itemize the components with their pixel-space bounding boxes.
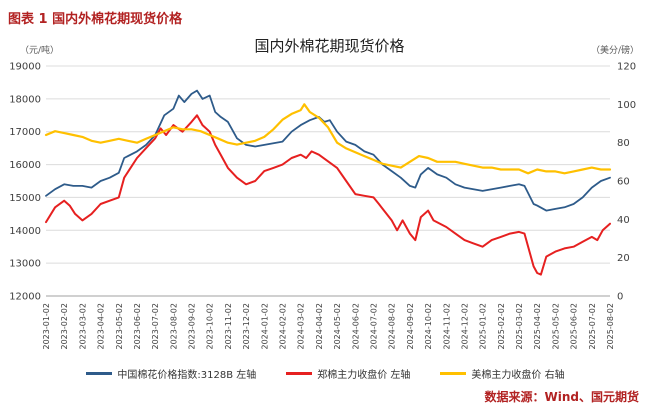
left-axis-tick-label: 17000 — [9, 127, 41, 138]
x-axis-tick-label: 2025-01-02 — [479, 303, 488, 350]
x-axis-tick-label: 2024-12-02 — [460, 303, 469, 350]
left-axis-tick-label: 16000 — [9, 160, 41, 171]
right-axis-tick-label: 120 — [617, 62, 636, 73]
left-axis-tick-label: 18000 — [9, 94, 41, 105]
left-axis-unit-label: （元/吨） — [20, 46, 60, 56]
x-axis-tick-label: 2023-10-02 — [206, 303, 215, 350]
x-axis-tick-label: 2025-05-02 — [551, 303, 560, 350]
chart-header: （元/吨） 国内外棉花期现货价格 （美分/磅） — [0, 35, 651, 56]
series-line-2 — [44, 103, 612, 175]
x-axis-tick-label: 2024-01-02 — [260, 303, 269, 350]
left-axis-tick-label: 13000 — [9, 259, 41, 270]
series-line-1 — [45, 114, 611, 276]
right-axis-tick-label: 0 — [617, 292, 623, 303]
x-axis-tick-label: 2025-04-02 — [533, 303, 542, 350]
x-axis-tick-label: 2023-07-02 — [151, 303, 160, 350]
legend-swatch — [440, 371, 467, 375]
x-axis-tick-label: 2023-03-02 — [78, 303, 87, 350]
data-source: 数据来源：Wind、国元期货 — [484, 390, 639, 404]
x-axis-tick-label: 2024-08-02 — [388, 303, 397, 350]
x-axis-tick-label: 2024-11-02 — [442, 303, 451, 350]
left-axis-tick-label: 14000 — [9, 226, 41, 237]
left-axis-tick-label: 19000 — [9, 62, 41, 73]
x-axis-tick-label: 2023-06-02 — [133, 303, 142, 350]
left-axis-tick-label: 12000 — [9, 292, 41, 303]
x-axis-tick-label: 2024-10-02 — [424, 303, 433, 350]
chart-title: 国内外棉花期现货价格 — [254, 37, 405, 55]
x-axis-tick-label: 2023-01-02 — [42, 303, 51, 350]
x-axis-tick-label: 2023-11-02 — [224, 303, 233, 350]
legend-label: 郑棉主力收盘价 左轴 — [317, 369, 411, 381]
x-axis-tick-label: 2023-04-02 — [97, 303, 106, 350]
x-axis-tick-label: 2024-03-02 — [297, 303, 306, 350]
x-axis-tick-label: 2023-02-02 — [60, 303, 69, 350]
right-axis-unit-label: （美分/磅） — [590, 46, 639, 56]
x-axis-tick-label: 2023-08-02 — [169, 303, 178, 350]
right-axis-tick-label: 20 — [617, 253, 630, 264]
right-axis-tick-label: 80 — [617, 138, 630, 149]
x-axis-tick-label: 2023-05-02 — [115, 303, 124, 350]
x-axis-tick-label: 2023-09-02 — [188, 303, 197, 350]
x-axis-tick-label: 2025-08-02 — [606, 303, 615, 350]
right-axis-tick-label: 40 — [617, 215, 630, 226]
figure-caption: 图表 1 国内外棉花期现货价格 — [8, 12, 183, 27]
legend-swatch — [286, 371, 313, 375]
x-axis-tick-label: 2025-03-02 — [515, 303, 524, 350]
legend-label: 中国棉花价格指数:3128B 左轴 — [117, 369, 257, 381]
x-axis-tick-label: 2025-07-02 — [588, 303, 597, 350]
x-axis-tick-label: 2025-06-02 — [570, 303, 579, 350]
legend-item: 中国棉花价格指数:3128B 左轴 — [86, 366, 256, 381]
x-axis-tick-label: 2024-09-02 — [406, 303, 415, 350]
chart-legend: 中国棉花价格指数:3128B 左轴 郑棉主力收盘价 左轴 美棉主力收盘价 右轴 — [0, 364, 651, 382]
x-axis-tick-label: 2025-02-02 — [497, 303, 506, 350]
x-axis-tick-label: 2024-04-02 — [315, 303, 324, 350]
series-line-0 — [45, 89, 611, 212]
x-axis-tick-label: 2024-05-02 — [333, 303, 342, 350]
legend-item: 郑棉主力收盘价 左轴 — [286, 366, 410, 381]
legend-swatch — [86, 371, 113, 375]
x-axis-tick-label: 2024-02-02 — [279, 303, 288, 350]
price-line-chart: 12000 13000 14000 15000 16000 17000 18000 19000… — [9, 62, 636, 350]
legend-item: 美棉主力收盘价 右轴 — [440, 366, 565, 381]
x-axis-tick-label: 2023-12-02 — [242, 303, 251, 350]
right-axis-tick-label: 60 — [617, 177, 630, 188]
legend-label: 美棉主力收盘价 右轴 — [471, 369, 565, 381]
left-axis-tick-label: 15000 — [9, 193, 41, 204]
right-axis-tick-label: 100 — [617, 100, 636, 111]
x-axis-tick-label: 2024-07-02 — [369, 303, 378, 350]
x-axis-tick-label: 2024-06-02 — [351, 303, 360, 350]
